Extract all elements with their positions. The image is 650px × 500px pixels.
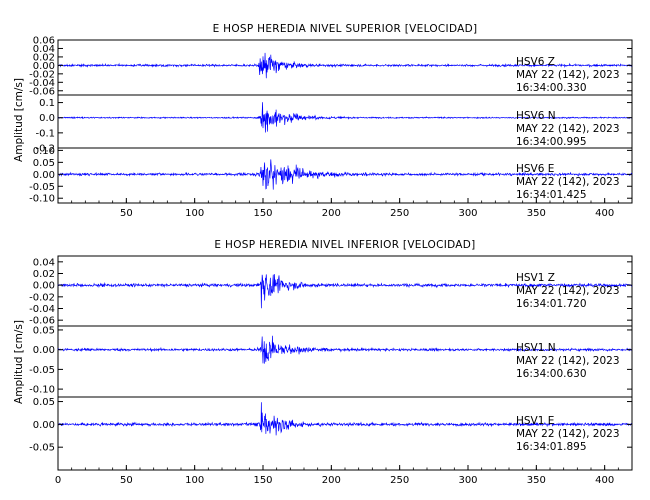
- date-label: MAY 22 (142), 2023: [516, 355, 620, 367]
- station-label: HSV6 N: [516, 110, 556, 122]
- x-tick-label: 200: [322, 208, 341, 219]
- x-tick-label: 300: [458, 475, 477, 486]
- time-label: 16:34:00.630: [516, 368, 587, 380]
- trace-panel: 0.100.050.00-0.05-0.10 HSV6 E MAY 22 (14…: [29, 146, 633, 205]
- trace-panel: 0.1 0.0 -0.1 -0.2 HSV6 N MAY 22 (142), 2023…: [35, 98, 633, 155]
- y-tick-label: -0.05: [29, 365, 55, 376]
- x-tick-label: 0: [55, 475, 61, 486]
- date-label: MAY 22 (142), 2023: [516, 69, 620, 81]
- y-tick-label: -0.05: [29, 443, 55, 454]
- time-label: 16:34:01.720: [516, 298, 587, 310]
- trace-panel: 0.040.020.00-0.02-0.04-0.06 HSV1 Z MAY 2…: [29, 257, 633, 327]
- y-axis: 0.040.020.00-0.02-0.04-0.06: [29, 257, 632, 327]
- x-tick-label: 300: [458, 208, 477, 219]
- x-tick-label: 250: [390, 208, 409, 219]
- time-label: 16:34:01.895: [516, 441, 587, 453]
- x-tick-label: 50: [120, 475, 133, 486]
- x-tick-label: 150: [253, 208, 272, 219]
- y-tick-label: -0.10: [29, 194, 55, 205]
- y-tick-label: 0.00: [33, 420, 55, 431]
- chart-title: E HOSP HEREDIA NIVEL INFERIOR [VELOCIDAD…: [214, 239, 475, 251]
- x-tick-label: 100: [185, 475, 204, 486]
- y-tick-label: 0.05: [33, 158, 55, 169]
- y-axis: 0.100.050.00-0.05-0.10: [29, 146, 632, 205]
- chart-panel-inferior: E HOSP HEREDIA NIVEL INFERIOR [VELOCIDAD…: [13, 239, 633, 486]
- x-tick-label: 350: [527, 208, 546, 219]
- station-label: HSV6 Z: [516, 56, 555, 68]
- x-tick-label: 400: [595, 475, 614, 486]
- chart-title: E HOSP HEREDIA NIVEL SUPERIOR [VELOCIDAD…: [213, 23, 478, 35]
- station-label: HSV6 E: [516, 163, 554, 175]
- y-tick-label: 0.0: [39, 113, 55, 124]
- date-label: MAY 22 (142), 2023: [516, 428, 620, 440]
- y-tick-label: -0.02: [29, 292, 55, 303]
- x-axis: 0 50 100 150 200 250 300 350 400: [55, 465, 619, 486]
- y-tick-label: 0.04: [33, 44, 55, 55]
- y-tick-label: 0.00: [33, 345, 55, 356]
- y-tick-label: -0.04: [29, 78, 55, 89]
- y-tick-label: 0.02: [33, 269, 55, 280]
- trace-panel: 0.050.00-0.05 HSV1 E MAY 22 (142), 2023 …: [29, 397, 633, 454]
- y-tick-label: 0.06: [33, 36, 55, 47]
- station-label: HSV1 E: [516, 415, 554, 427]
- x-tick-label: 250: [390, 475, 409, 486]
- time-label: 16:34:00.330: [516, 82, 587, 94]
- y-tick-label: -0.05: [29, 182, 55, 193]
- y-axis-label: Amplitud [cm/s]: [13, 320, 25, 404]
- y-tick-label: 0.02: [33, 52, 55, 63]
- y-tick-label: -0.2: [35, 144, 55, 155]
- y-tick-label: 0.04: [33, 257, 55, 268]
- y-tick-label: 0.00: [33, 281, 55, 292]
- y-tick-label: -0.06: [29, 86, 55, 97]
- x-tick-label: 200: [322, 475, 341, 486]
- x-tick-label: 400: [595, 208, 614, 219]
- y-axis: 0.060.040.020.00-0.02-0.04-0.06: [29, 36, 632, 97]
- y-tick-label: 0.00: [33, 170, 55, 181]
- trace-line: [57, 159, 633, 190]
- y-axis: 0.05 0.00 -0.05: [29, 397, 632, 454]
- y-tick-label: 0.1: [39, 98, 55, 109]
- y-tick-label: 0.05: [33, 397, 55, 408]
- time-label: 16:34:00.995: [516, 136, 587, 148]
- trace-line: [57, 402, 633, 436]
- trace-line: [57, 274, 633, 309]
- y-tick-label: 0.00: [33, 61, 55, 72]
- date-label: MAY 22 (142), 2023: [516, 285, 620, 297]
- x-tick-label: 100: [185, 208, 204, 219]
- y-tick-label: 0.10: [33, 146, 55, 157]
- trace-line: [57, 102, 633, 133]
- x-tick-label: 50: [120, 208, 133, 219]
- x-tick-label: 350: [527, 475, 546, 486]
- trace-line: [57, 335, 633, 364]
- trace-panel: 0.05 0.00 -0.05 -0.10 HSV1 N MAY 22 (142), …: [29, 325, 633, 396]
- date-label: MAY 22 (142), 2023: [516, 123, 620, 135]
- y-tick-label: -0.06: [29, 316, 55, 327]
- y-tick-label: 0.05: [33, 325, 55, 336]
- y-tick-label: -0.02: [29, 69, 55, 80]
- y-axis-label: Amplitud [cm/s]: [13, 78, 25, 162]
- station-label: HSV1 N: [516, 342, 556, 354]
- y-tick-label: -0.1: [35, 128, 55, 139]
- y-tick-label: -0.10: [29, 385, 55, 396]
- time-label: 16:34:01.425: [516, 189, 587, 201]
- trace-line: [57, 52, 633, 79]
- station-label: HSV1 Z: [516, 272, 555, 284]
- y-axis: 0.05 0.00 -0.05 -0.10: [29, 325, 632, 396]
- y-tick-label: -0.04: [29, 304, 55, 315]
- x-tick-label: 150: [253, 475, 272, 486]
- x-axis: 50 100 150 200 250 300 350 400: [71, 198, 619, 219]
- date-label: MAY 22 (142), 2023: [516, 176, 620, 188]
- trace-panel: 0.060.040.020.00-0.02-0.04-0.06 HSV6 Z M…: [29, 36, 633, 97]
- chart-panel-superior: E HOSP HEREDIA NIVEL SUPERIOR [VELOCIDAD…: [13, 23, 633, 219]
